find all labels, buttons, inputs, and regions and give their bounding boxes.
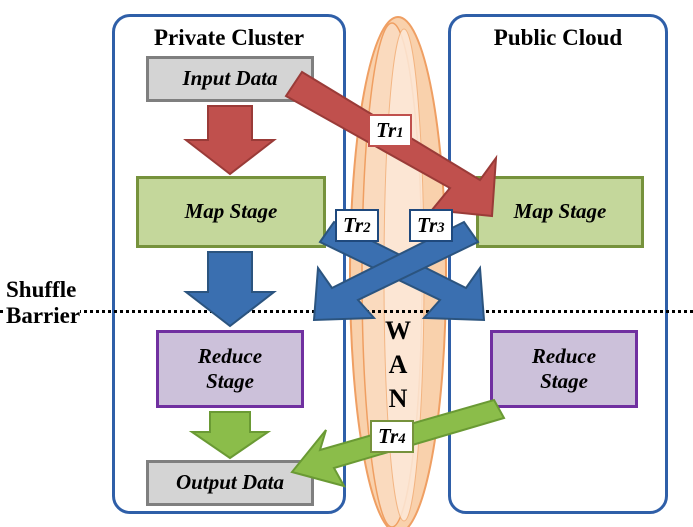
reduce-stage-left: Reduce Stage xyxy=(156,330,304,408)
tr4-label: Tr4 xyxy=(370,420,414,453)
shuffle-label-line2: Barrier xyxy=(6,303,80,328)
tr3-label: Tr3 xyxy=(409,209,453,242)
tr1-label: Tr1 xyxy=(368,114,412,147)
tr2-label: Tr2 xyxy=(335,209,379,242)
map-stage-right: Map Stage xyxy=(476,176,644,248)
reduce-stage-right: Reduce Stage xyxy=(490,330,638,408)
shuffle-barrier-label: Shuffle Barrier xyxy=(6,277,80,330)
map-stage-left: Map Stage xyxy=(136,176,326,248)
private-cluster-title: Private Cluster xyxy=(115,25,343,51)
shuffle-barrier-line xyxy=(0,310,693,313)
wan-w: W xyxy=(383,316,413,346)
output-data-box: Output Data xyxy=(146,460,314,506)
wan-n: N xyxy=(383,384,413,414)
public-cloud: Public Cloud xyxy=(448,14,668,514)
shuffle-label-line1: Shuffle xyxy=(6,277,76,302)
wan-a: A xyxy=(383,350,413,380)
input-data-box: Input Data xyxy=(146,56,314,102)
public-cloud-title: Public Cloud xyxy=(451,25,665,51)
